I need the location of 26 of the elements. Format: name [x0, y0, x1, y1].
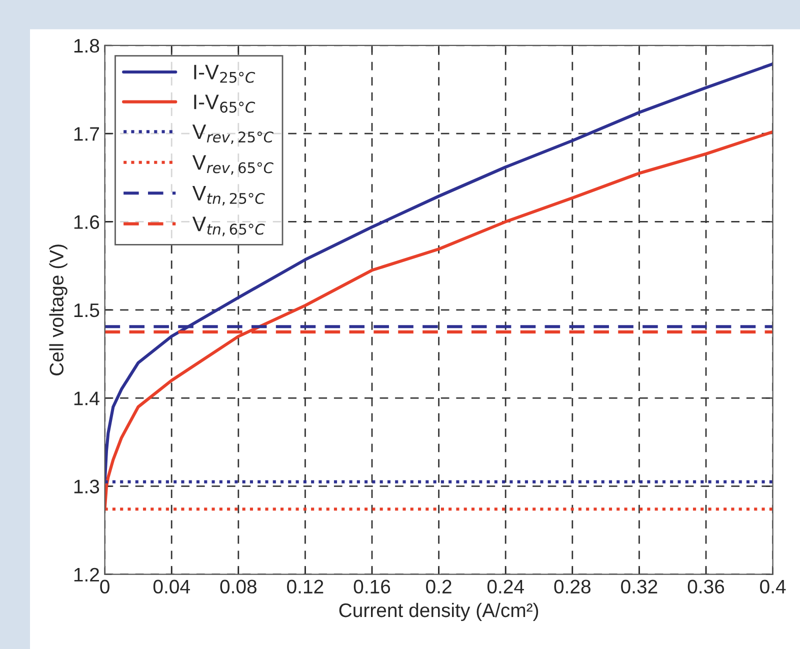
y-tick-label: 1.7: [74, 127, 99, 141]
legend-label: I-V$_{25°C}$: [194, 64, 256, 83]
x-axis-title: Current density (A/cm²): [339, 602, 538, 622]
y-tick-label: 1.8: [74, 38, 100, 53]
legend-label: V$_{rev,25°C}$: [192, 124, 274, 144]
x-tick-label: 0: [100, 580, 110, 594]
legend-label: V$_{tn,65°C}$: [192, 216, 265, 236]
y-tick-label: 1.6: [74, 215, 100, 229]
x-tick-label: 0.24: [487, 580, 524, 594]
legend-label: V$_{tn,25°C}$: [192, 186, 265, 206]
x-tick-label: 0.04: [153, 580, 190, 594]
x-tick-label: 0.32: [621, 580, 658, 594]
x-tick-label: 0.28: [554, 580, 590, 594]
x-tick-label: 0.16: [354, 580, 390, 594]
y-tick-label: 1.5: [74, 304, 100, 318]
x-tick-label: 0.12: [287, 580, 324, 594]
y-axis-title: Cell voltage (V): [49, 244, 68, 376]
legend-label: I-V$_{65°C}$: [194, 94, 256, 113]
x-tick-label: 0.36: [688, 580, 724, 594]
y-tick-label: 1.4: [74, 392, 100, 406]
legend-label: V$_{rev,65°C}$: [192, 155, 274, 175]
x-tick-label: 0.08: [220, 580, 256, 594]
x-tick-label: 0.2: [426, 580, 452, 594]
y-tick-label: 1.3: [74, 480, 100, 494]
y-tick-label: 1.2: [74, 568, 99, 582]
x-tick-label: 0.4: [760, 580, 786, 594]
